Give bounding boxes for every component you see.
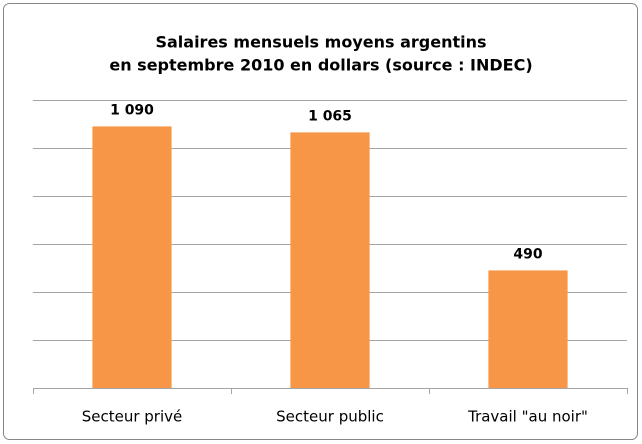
chart-title: en septembre 2010 en dollars (source : I… xyxy=(109,56,532,75)
x-tick-label: Secteur public xyxy=(276,408,384,426)
x-tick-label: Secteur privé xyxy=(82,408,183,426)
data-label: 1 065 xyxy=(308,108,352,124)
x-tick-label: Travail "au noir" xyxy=(467,408,588,426)
data-label: 490 xyxy=(513,246,542,262)
bar xyxy=(488,270,568,388)
chart-title: Salaires mensuels moyens argentins xyxy=(155,33,486,52)
bar xyxy=(290,132,370,388)
bar xyxy=(92,126,172,389)
data-label: 1 090 xyxy=(110,102,154,118)
